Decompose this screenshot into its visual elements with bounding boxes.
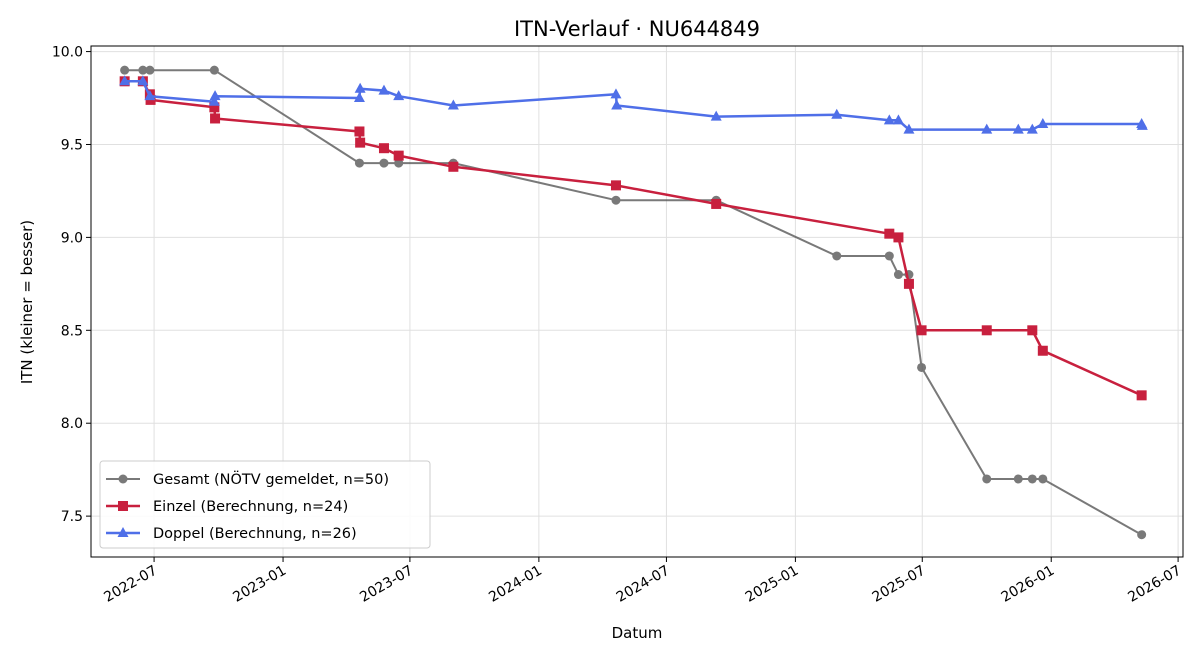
data-point [981, 123, 993, 134]
data-point [832, 251, 842, 261]
data-point [893, 270, 903, 280]
data-point [1136, 119, 1148, 130]
data-point [120, 65, 130, 75]
data-point [447, 99, 459, 110]
legend-marker [118, 501, 128, 511]
data-point [610, 180, 621, 191]
data-point [1013, 474, 1023, 484]
y-axis-label: ITN (kleiner = besser) [18, 220, 36, 384]
data-point [610, 88, 622, 99]
legend-label: Einzel (Berechnung, n=24) [153, 499, 348, 515]
x-tick-label: 2022-07 [101, 563, 160, 606]
x-tick-label: 2023-07 [357, 563, 416, 606]
y-tick-label: 7.5 [61, 509, 83, 525]
data-point [394, 158, 404, 168]
legend-entry [106, 474, 140, 484]
grid-lines [91, 46, 1183, 557]
data-point [1027, 474, 1037, 484]
legend: Gesamt (NÖTV gemeldet, n=50) Einzel (Bere… [99, 460, 431, 549]
data-point [711, 198, 722, 209]
data-point [354, 158, 364, 168]
series-line [124, 69, 1143, 536]
legend-marker [117, 527, 129, 537]
plot-frame [90, 45, 1184, 558]
legend-label: Doppel (Berechnung, n=26) [153, 526, 357, 542]
chart-title: ITN-Verlauf · NU644849 [514, 17, 760, 41]
data-point [892, 114, 904, 125]
data-point [144, 90, 156, 101]
data-point [393, 150, 404, 161]
y-axis-ticks: 7.5 8.0 8.5 9.0 9.5 10.0 [52, 45, 91, 525]
data-point [1037, 345, 1048, 356]
data-point [1027, 325, 1038, 336]
data-point [378, 84, 390, 95]
data-point [393, 90, 405, 101]
x-tick-label: 2025-07 [870, 563, 929, 606]
legend-entry [106, 527, 140, 537]
y-tick-label: 9.5 [61, 137, 83, 153]
data-point [611, 195, 621, 205]
x-axis-label: Datum [612, 624, 663, 642]
legend-entry [106, 501, 140, 511]
data-point [1037, 118, 1049, 129]
data-point [378, 143, 389, 154]
data-point [1012, 123, 1024, 134]
data-point [981, 325, 992, 336]
data-point [137, 75, 149, 86]
y-tick-label: 10.0 [52, 45, 83, 61]
x-tick-label: 2026-01 [999, 563, 1058, 606]
data-point [903, 123, 915, 134]
data-point [831, 108, 843, 119]
data-point [209, 90, 221, 101]
data-point [1038, 474, 1048, 484]
data-point [917, 362, 927, 372]
data-point [354, 126, 365, 137]
y-tick-label: 9.0 [61, 230, 83, 246]
x-axis-ticks: 2022-07 2023-01 2023-07 2024-01 2024-07 2025-… [101, 557, 1184, 606]
data-point [982, 474, 992, 484]
data-point [710, 110, 722, 121]
data-point [883, 114, 895, 125]
legend-box [99, 460, 431, 549]
data-point [916, 325, 927, 336]
series-triangle [119, 75, 1148, 134]
legend-marker [118, 474, 128, 484]
data-point [448, 161, 459, 172]
data-point [209, 65, 219, 75]
data-point [355, 137, 366, 148]
series-layer [119, 65, 1148, 540]
data-point [1136, 390, 1147, 401]
data-point [1137, 530, 1147, 540]
data-point [884, 251, 894, 261]
x-tick-label: 2025-01 [743, 563, 802, 606]
data-point [210, 113, 221, 124]
data-point [145, 65, 155, 75]
data-point [611, 99, 623, 110]
legend-label: Gesamt (NÖTV gemeldet, n=50) [153, 470, 389, 488]
x-tick-label: 2023-01 [230, 563, 289, 606]
data-point [884, 228, 895, 239]
data-point [379, 158, 389, 168]
data-point [138, 65, 148, 75]
data-point [1026, 123, 1038, 134]
data-point [903, 278, 914, 289]
data-point [353, 92, 365, 103]
series-line [124, 80, 1144, 131]
data-point [208, 95, 220, 106]
y-tick-label: 8.5 [61, 323, 83, 339]
y-tick-label: 8.0 [61, 416, 83, 432]
data-point [119, 75, 131, 86]
x-tick-label: 2026-07 [1125, 563, 1184, 606]
data-point [354, 82, 366, 93]
series-square [119, 76, 1147, 401]
x-tick-label: 2024-07 [614, 563, 673, 606]
data-point [893, 232, 904, 243]
x-tick-label: 2024-01 [486, 563, 545, 606]
data-point [209, 102, 220, 113]
